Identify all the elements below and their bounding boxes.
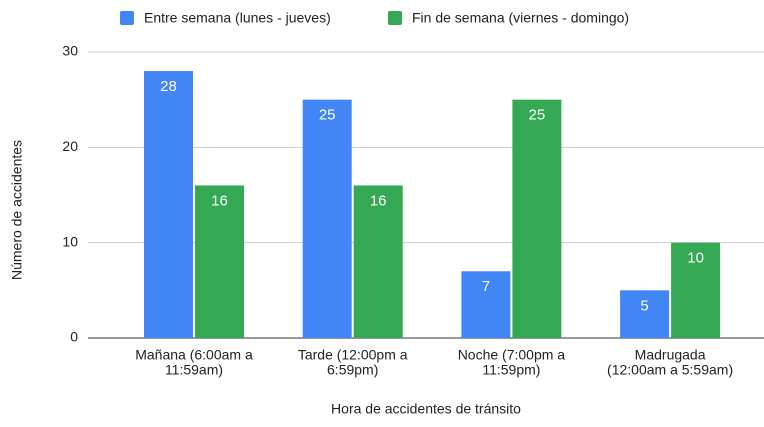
y-axis-title: Número de accidentes [9,140,25,280]
bar [512,99,562,339]
bar [195,185,244,338]
data-label: 7 [482,278,490,295]
bar [353,185,403,338]
legend-swatch [388,11,402,25]
data-label: 16 [211,192,228,209]
legend-swatch [120,11,134,25]
bar [302,99,352,339]
data-label: 10 [687,250,704,267]
y-tick-label: 0 [70,329,78,345]
x-tick-label: (12:00am a 5:59am) [607,362,733,378]
data-label: 5 [640,297,648,314]
y-tick-label: 20 [62,138,78,154]
y-tick-label: 30 [62,43,78,59]
legend-label: Fin de semana (viernes - domingo) [412,10,629,26]
x-axis-title: Hora de accidentes de tránsito [331,401,521,417]
x-tick-label: 6:59pm) [327,362,378,378]
data-label: 25 [319,107,336,124]
x-tick-label: Tarde (12:00pm a [298,347,408,363]
y-tick-label: 10 [62,233,78,249]
bar [671,242,721,338]
x-tick-label: 11:59pm) [482,362,540,378]
x-tick-label: Mañana (6:00am a [135,347,253,363]
data-label: 25 [529,107,546,124]
x-tick-label: Noche (7:00pm a [458,347,566,363]
x-tick-label: 11:59am) [165,362,223,378]
x-tick-label: Madrugada [635,347,706,363]
bar [144,71,193,339]
bar [461,271,511,338]
bar [620,290,670,338]
data-label: 16 [370,192,387,209]
legend-label: Entre semana (lunes - jueves) [144,10,331,26]
data-label: 28 [160,78,177,95]
